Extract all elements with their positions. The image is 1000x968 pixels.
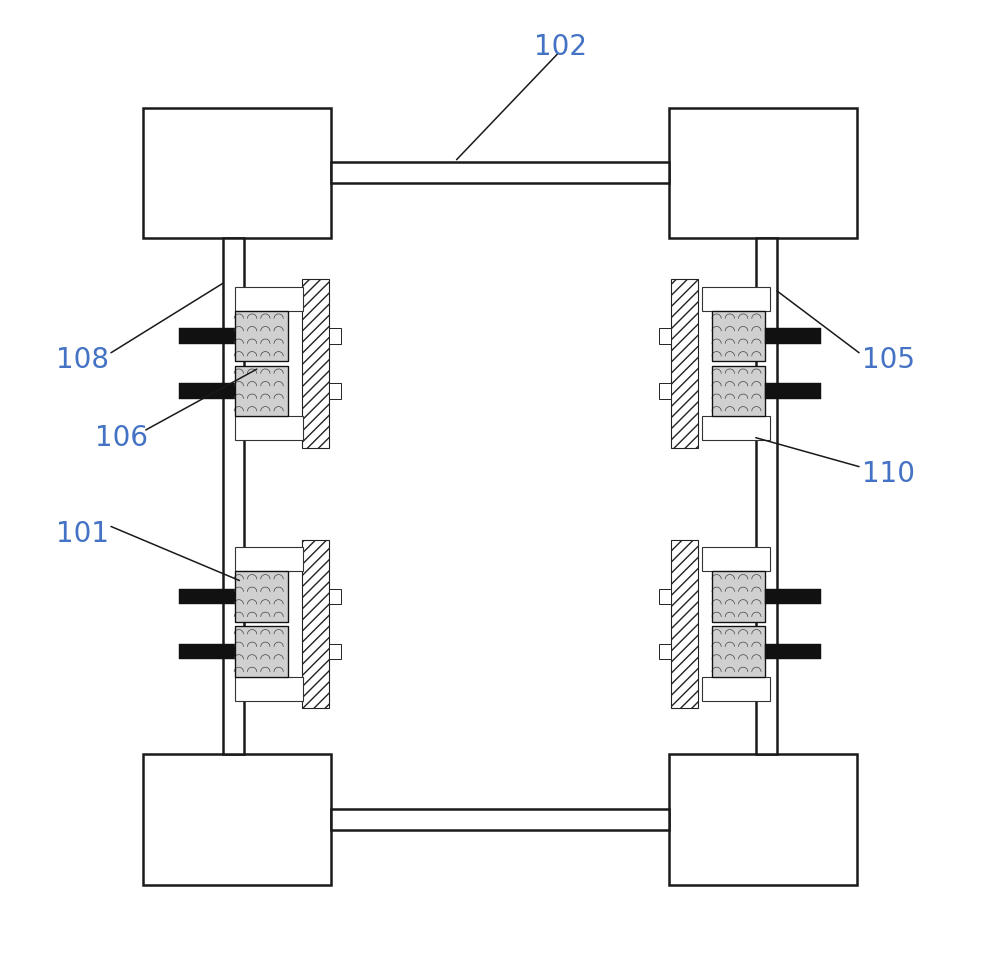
Bar (235, 626, 288, 677)
Bar (765, 644, 821, 659)
Text: 102: 102 (534, 33, 587, 61)
Bar (712, 626, 765, 677)
Bar (235, 547, 303, 571)
Text: 106: 106 (95, 424, 148, 452)
Bar (702, 416, 770, 440)
Bar (712, 311, 765, 361)
Bar (223, 238, 244, 754)
Bar (235, 626, 288, 677)
Bar (702, 677, 770, 701)
Bar (671, 539, 698, 709)
Bar (302, 279, 329, 448)
Bar (712, 571, 765, 621)
Bar (329, 383, 341, 399)
Text: 105: 105 (862, 347, 915, 375)
Text: 101: 101 (56, 520, 109, 548)
Bar (669, 754, 857, 885)
Bar (331, 162, 669, 183)
Bar (756, 238, 777, 754)
Bar (659, 383, 671, 399)
Bar (179, 589, 235, 604)
Bar (235, 311, 288, 361)
Bar (712, 626, 765, 677)
Bar (179, 328, 235, 344)
Bar (765, 328, 821, 344)
Bar (329, 644, 341, 659)
Bar (329, 328, 341, 344)
Bar (712, 366, 765, 416)
Bar (712, 311, 765, 361)
Bar (702, 547, 770, 571)
Bar (235, 366, 288, 416)
Bar (712, 571, 765, 621)
Bar (179, 383, 235, 399)
Bar (235, 677, 303, 701)
Bar (765, 589, 821, 604)
Bar (235, 416, 303, 440)
Text: 108: 108 (56, 347, 109, 375)
Bar (329, 589, 341, 604)
Bar (659, 589, 671, 604)
Bar (143, 107, 331, 238)
Bar (712, 366, 765, 416)
Bar (302, 539, 329, 709)
Bar (671, 279, 698, 448)
Text: 110: 110 (862, 461, 915, 488)
Bar (235, 366, 288, 416)
Bar (179, 644, 235, 659)
Bar (235, 311, 288, 361)
Bar (659, 328, 671, 344)
Bar (659, 644, 671, 659)
Bar (143, 754, 331, 885)
Bar (235, 571, 288, 621)
Bar (765, 383, 821, 399)
Bar (669, 107, 857, 238)
Bar (235, 287, 303, 311)
Bar (331, 809, 669, 830)
Bar (702, 287, 770, 311)
Bar (235, 571, 288, 621)
